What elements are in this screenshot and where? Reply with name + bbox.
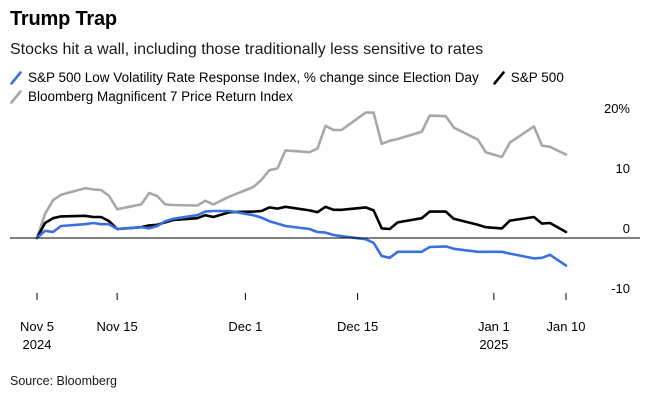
series-line-mag7 (35, 111, 568, 240)
x-tick-label: Nov 5 (20, 319, 54, 334)
legend-swatch-mag7 (10, 89, 22, 104)
legend-item-low-vol: S&P 500 Low Volatility Rate Response Ind… (10, 70, 479, 85)
legend: S&P 500 Low Volatility Rate Response Ind… (10, 68, 642, 106)
legend-row-2: Bloomberg Magnificent 7 Price Return Ind… (10, 87, 642, 106)
y-axis-labels: 20% 10 0 -10 (604, 101, 630, 296)
legend-row-1: S&P 500 Low Volatility Rate Response Ind… (10, 68, 642, 87)
legend-label-sp500: S&P 500 (510, 70, 564, 85)
legend-item-mag7: Bloomberg Magnificent 7 Price Return Ind… (10, 89, 293, 104)
legend-label-mag7: Bloomberg Magnificent 7 Price Return Ind… (28, 89, 293, 104)
legend-swatch-sp500 (492, 70, 505, 85)
x-tick-label: Dec 1 (228, 319, 262, 334)
y-tick-label: 10 (616, 161, 630, 176)
series-line-low-vol (35, 209, 568, 267)
legend-label-low-vol: S&P 500 Low Volatility Rate Response Ind… (28, 70, 479, 85)
series-line-sp500 (35, 205, 568, 240)
y-tick-label: 20% (604, 101, 630, 116)
y-tick-label: -10 (611, 281, 630, 296)
chart-subtitle: Stocks hit a wall, including those tradi… (10, 41, 484, 58)
x-tick-label: Nov 15 (97, 319, 138, 334)
x-tick-label: Dec 15 (337, 319, 378, 334)
x-axis-labels: Nov 5 2024 Nov 15 Dec 1 Dec 15 Jan 1 2025 Jan 1… (20, 319, 586, 352)
x-tick-sublabel: 2025 (479, 337, 508, 352)
source-note: Source: Bloomberg (10, 374, 118, 388)
chart-title: Trump Trap (10, 8, 117, 30)
x-tick-label: Jan 10 (546, 319, 585, 334)
legend-item-sp500: S&P 500 (492, 70, 564, 85)
legend-swatch-low-vol (10, 70, 22, 85)
x-tick-sublabel: 2024 (23, 337, 52, 352)
series-lines (35, 111, 568, 267)
x-axis-ticks (36, 293, 567, 300)
y-tick-label: 0 (623, 221, 630, 236)
x-tick-label: Jan 1 (478, 319, 510, 334)
